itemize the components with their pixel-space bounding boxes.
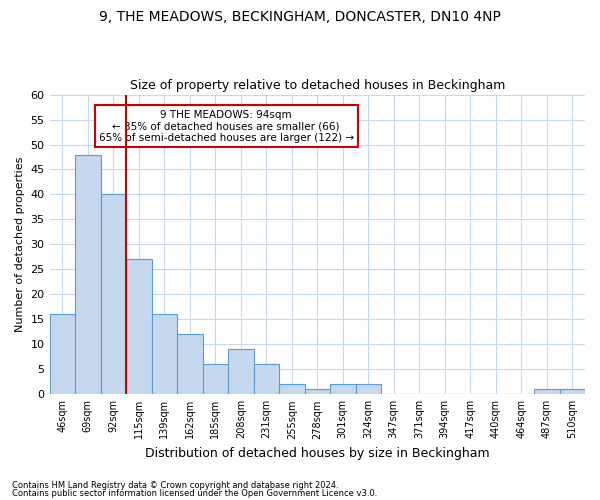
- Bar: [177, 334, 203, 394]
- Text: Contains public sector information licensed under the Open Government Licence v3: Contains public sector information licen…: [12, 488, 377, 498]
- Bar: [560, 390, 585, 394]
- Text: 9 THE MEADOWS: 94sqm
← 35% of detached houses are smaller (66)
65% of semi-detac: 9 THE MEADOWS: 94sqm ← 35% of detached h…: [98, 110, 354, 142]
- Bar: [279, 384, 305, 394]
- X-axis label: Distribution of detached houses by size in Beckingham: Distribution of detached houses by size …: [145, 447, 490, 460]
- Text: Contains HM Land Registry data © Crown copyright and database right 2024.: Contains HM Land Registry data © Crown c…: [12, 481, 338, 490]
- Bar: [101, 194, 126, 394]
- Bar: [50, 314, 75, 394]
- Bar: [356, 384, 381, 394]
- Bar: [152, 314, 177, 394]
- Bar: [330, 384, 356, 394]
- Bar: [305, 390, 330, 394]
- Bar: [228, 350, 254, 395]
- Y-axis label: Number of detached properties: Number of detached properties: [15, 156, 25, 332]
- Bar: [254, 364, 279, 394]
- Bar: [534, 390, 560, 394]
- Bar: [75, 154, 101, 394]
- Title: Size of property relative to detached houses in Beckingham: Size of property relative to detached ho…: [130, 79, 505, 92]
- Bar: [203, 364, 228, 394]
- Bar: [126, 260, 152, 394]
- Text: 9, THE MEADOWS, BECKINGHAM, DONCASTER, DN10 4NP: 9, THE MEADOWS, BECKINGHAM, DONCASTER, D…: [99, 10, 501, 24]
